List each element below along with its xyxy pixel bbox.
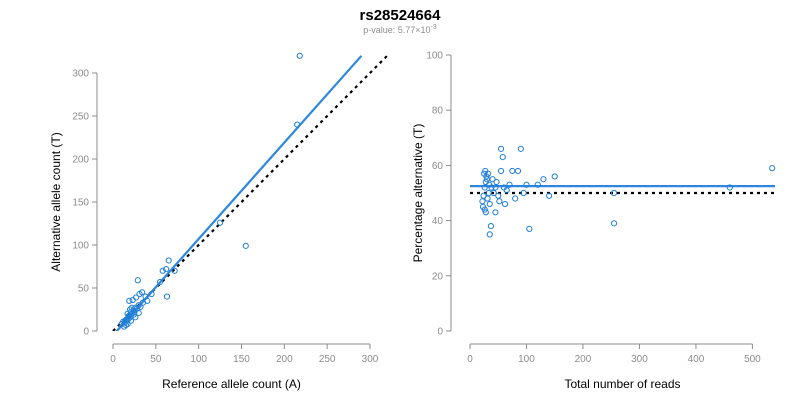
right-data-point bbox=[482, 209, 489, 216]
left-data-point bbox=[127, 306, 134, 313]
right-data-point bbox=[481, 184, 488, 191]
right-data-point bbox=[479, 198, 486, 205]
right-data-point bbox=[534, 181, 541, 188]
right-data-point bbox=[486, 231, 493, 238]
right-data-point bbox=[484, 195, 491, 202]
right-data-point bbox=[545, 192, 553, 199]
right-y-axis-label: Percentage alternative (T) bbox=[411, 124, 425, 263]
left-y-tick-label: 250 bbox=[72, 112, 89, 123]
left-data-point bbox=[163, 265, 170, 273]
right-data-point bbox=[484, 170, 492, 177]
right-y-tick-label: 20 bbox=[432, 271, 444, 282]
left-x-tick-label: 50 bbox=[150, 354, 162, 365]
left-data-point bbox=[144, 297, 151, 304]
left-data-point bbox=[148, 290, 155, 298]
left-y-tick-label: 50 bbox=[78, 284, 90, 295]
right-data-point bbox=[481, 206, 488, 213]
left-y-tick-label: 200 bbox=[72, 155, 89, 166]
right-data-point bbox=[503, 187, 510, 194]
right-data-point bbox=[488, 184, 495, 191]
left-y-axis-label: Alternative allele count (T) bbox=[49, 132, 63, 271]
left-data-point bbox=[216, 219, 224, 226]
left-data-point bbox=[159, 267, 166, 274]
left-data-point bbox=[157, 278, 164, 286]
right-data-point bbox=[499, 154, 506, 161]
right-data-point bbox=[726, 184, 733, 191]
left-data-point bbox=[135, 309, 142, 317]
left-x-tick-label: 150 bbox=[233, 354, 250, 365]
right-data-point bbox=[492, 184, 499, 191]
left-data-point bbox=[132, 314, 139, 321]
right-data-point bbox=[496, 198, 503, 205]
left-data-point bbox=[133, 294, 140, 301]
right-y-tick-label: 80 bbox=[432, 106, 444, 117]
left-data-point bbox=[163, 293, 171, 300]
left-data-point bbox=[165, 257, 172, 264]
right-data-point bbox=[540, 176, 547, 183]
left-y-tick-label: 150 bbox=[72, 198, 89, 209]
left-data-point bbox=[296, 52, 303, 59]
p-value-exponent: -3 bbox=[431, 24, 437, 31]
right-y-tick-label: 100 bbox=[426, 51, 443, 62]
percentage-alternative-panel: 0 100 200 300 400 500 0 20 40 60 80 100 Total number… bbox=[411, 51, 776, 391]
right-data-point bbox=[551, 173, 558, 180]
chart-title: rs28524664 bbox=[360, 7, 442, 24]
p-value-text: p-value: 5.77×10 bbox=[363, 25, 430, 35]
left-x-tick-label: 0 bbox=[110, 354, 116, 365]
chart-subtitle: p-value: 5.77×10-3 bbox=[363, 24, 437, 35]
left-y-tick-label: 0 bbox=[83, 327, 89, 338]
right-data-point bbox=[610, 220, 618, 227]
left-y-tick-label: 100 bbox=[72, 241, 89, 252]
right-data-point bbox=[506, 181, 513, 188]
right-data-point bbox=[487, 223, 494, 230]
left-data-point bbox=[128, 304, 135, 311]
right-data-point bbox=[769, 165, 776, 172]
right-y-tick-label: 0 bbox=[437, 327, 443, 338]
right-data-point bbox=[493, 178, 500, 186]
left-x-tick-label: 100 bbox=[190, 354, 207, 365]
right-data-point bbox=[486, 200, 493, 208]
left-data-point bbox=[242, 242, 249, 249]
right-x-tick-label: 200 bbox=[575, 354, 592, 365]
left-data-point bbox=[294, 121, 301, 128]
right-data-point bbox=[610, 189, 618, 197]
left-data-point bbox=[124, 321, 131, 328]
right-x-tick-label: 0 bbox=[467, 354, 473, 365]
right-y-tick-label: 60 bbox=[432, 161, 444, 172]
right-data-point bbox=[492, 209, 499, 216]
right-data-point bbox=[509, 167, 516, 175]
right-x-tick-label: 100 bbox=[518, 354, 535, 365]
right-data-point bbox=[490, 189, 497, 197]
left-x-tick-label: 200 bbox=[276, 354, 293, 365]
right-x-axis-label: Total number of reads bbox=[564, 377, 680, 391]
left-x-tick-label: 250 bbox=[319, 354, 336, 365]
right-y-tick-label: 40 bbox=[432, 216, 444, 227]
left-data-point bbox=[127, 317, 135, 324]
right-data-point bbox=[501, 200, 509, 208]
left-data-point bbox=[139, 289, 146, 296]
right-data-point bbox=[512, 195, 519, 202]
allele-count-scatter-panel: 0 50 100 150 200 250 300 0 50 100 150 200 250 300 Refe… bbox=[49, 52, 388, 391]
right-data-point bbox=[526, 225, 533, 232]
right-data-point bbox=[495, 192, 502, 199]
right-data-point bbox=[517, 145, 524, 152]
left-y-tick-label: 300 bbox=[72, 69, 89, 80]
left-x-tick-label: 300 bbox=[362, 354, 379, 365]
right-data-point bbox=[520, 189, 527, 197]
left-fit-line bbox=[115, 55, 363, 331]
left-x-axis-label: Reference allele count (A) bbox=[162, 377, 301, 391]
right-data-point bbox=[514, 167, 522, 175]
left-data-point bbox=[134, 277, 141, 284]
right-data-point bbox=[497, 145, 505, 152]
right-x-tick-label: 500 bbox=[744, 354, 761, 365]
left-data-point bbox=[171, 267, 178, 274]
right-data-point bbox=[523, 181, 530, 188]
left-data-point bbox=[126, 297, 133, 304]
right-data-point bbox=[497, 167, 505, 175]
right-x-tick-label: 400 bbox=[688, 354, 705, 365]
right-x-tick-label: 300 bbox=[631, 354, 648, 365]
